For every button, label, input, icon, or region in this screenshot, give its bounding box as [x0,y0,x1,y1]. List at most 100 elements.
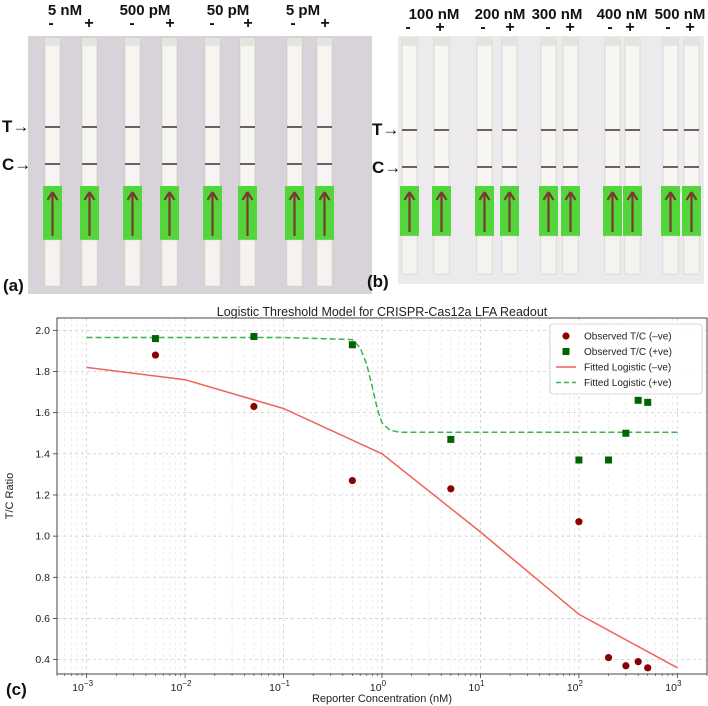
strip-wick [433,235,450,275]
sign-label: + [685,19,695,36]
strip-control-line [625,166,640,168]
strip-test-line [684,129,699,131]
strip-top [162,38,177,46]
x-tick-label-base: 10 [370,682,382,694]
data-point-positive [348,341,356,349]
sign-label: + [625,19,635,36]
series-line [86,336,678,433]
strip-wick [316,239,333,287]
strip-test-line [434,129,449,131]
strip-test-line [317,126,332,128]
strip-control-line [287,163,302,165]
y-tick-label: 1.2 [35,489,50,501]
test-strip [475,37,494,275]
x-tick-label-exponent: 0 [382,679,387,688]
strip-wick [286,239,303,287]
data-point-negative [575,518,583,526]
sign-label: + [505,19,515,36]
chart-grid [56,318,708,674]
strip-arrow [503,191,516,232]
data-point-negative [348,476,356,485]
sign-label: - [48,15,54,32]
legend-label: Observed T/C (+ve) [584,347,672,358]
strip-test-line [45,126,60,128]
strip-test-line [162,126,177,128]
data-point-positive [605,456,613,464]
legend-label: Observed T/C (–ve) [584,332,672,343]
strip-test-line [240,126,255,128]
panel-a-label: (a) [3,276,24,295]
sign-label: + [435,19,445,36]
strip-arrow [241,191,254,236]
sign-label: - [665,19,671,36]
sign-label: - [405,19,411,36]
strip-wick [124,239,141,287]
strip-top [402,38,417,46]
strip-arrow [564,191,577,232]
chart-x-ticks: 10−3 10−2 10−1 100 101 102 103 [56,674,708,694]
test-strip [400,37,419,275]
legend-entry: Observed T/C (+ve) [562,347,672,358]
chart-y-ticks: 0.4 0.6 0.8 1.0 1.2 1.4 1.6 1.8 2.0 [35,325,57,666]
test-strip [80,37,99,287]
strip-wick [540,235,557,275]
strip-test-line [402,129,417,131]
strip-top [502,38,517,46]
strip-control-line [434,166,449,168]
strip-control-line [82,163,97,165]
strip-wick [562,235,579,275]
x-tick-label: 103 [665,679,682,694]
panel-c-label: (c) [6,680,27,699]
concentration-label: 100 nM [408,6,460,23]
data-point-negative [447,485,455,493]
test-strip [603,37,622,275]
x-tick-label: 10−3 [72,679,93,694]
sign-label: - [480,19,486,36]
panel-a-photo [28,36,372,294]
panel-b-t-marker: T→ [372,120,400,139]
strip-test-line [625,129,640,131]
x-tick-label-base: 10 [567,682,579,694]
x-tick-label-base: 10 [665,682,677,694]
test-strip [500,37,519,275]
concentration-label: 300 nM [531,6,583,23]
concentration-label: 500 pM [119,2,171,19]
strip-arrow [46,191,59,236]
strip-wick [624,235,641,275]
panel-b: 100 nM 200 nM 300 nM 400 nM 500 nM - + - + - + - + -… [360,0,708,300]
legend-entry: Fitted Logistic (–ve) [556,363,671,374]
y-tick-label: 2.0 [35,325,50,337]
sign-label: - [607,19,613,36]
logistic-chart: Logistic Threshold Model for CRISPR-Cas1… [4,305,708,705]
strip-top [563,38,578,46]
strip-arrow [435,191,448,232]
test-strip [661,37,680,275]
strip-wick [161,239,178,287]
data-point-positive [575,456,583,464]
strip-control-line [684,166,699,168]
strip-control-line [502,166,517,168]
test-strip [315,37,334,287]
strip-control-line [541,166,556,168]
x-tick-label-exponent: 3 [677,679,682,688]
x-tick-label-base: 10 [468,682,480,694]
strip-control-line [125,163,140,165]
x-tick-label: 101 [468,679,485,694]
strip-top [317,38,332,46]
strip-control-line [663,166,678,168]
sign-label: + [165,15,175,32]
test-strip [285,37,304,287]
strip-test-line [287,126,302,128]
test-strip [203,37,222,287]
data-point-negative [604,653,613,662]
x-tick-label: 102 [567,679,584,694]
strip-control-line [563,166,578,168]
panel-b-strips [400,37,701,275]
chart-curves [86,336,678,669]
strip-top [240,38,255,46]
data-point-negative [622,662,630,670]
y-tick-label: 1.6 [35,407,50,419]
data-point-negative [151,351,160,359]
data-point-positive [447,435,455,443]
sign-label: + [243,15,253,32]
